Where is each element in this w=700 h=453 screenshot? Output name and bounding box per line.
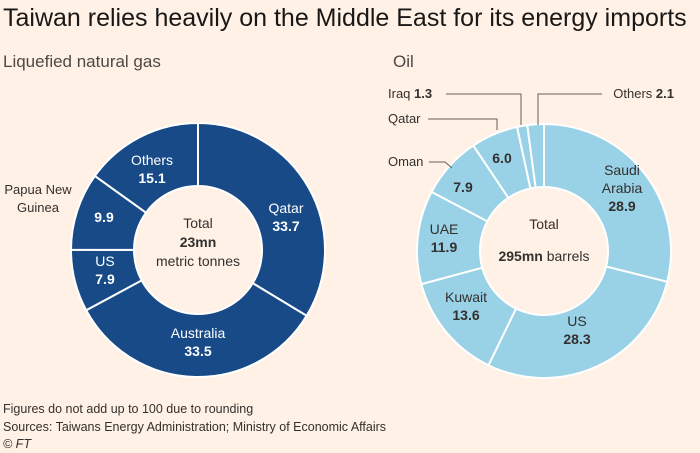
oil-leader-others — [537, 93, 602, 125]
lng-label-qatar: Qatar — [268, 200, 303, 216]
lng-value-us: 7.9 — [95, 271, 115, 287]
oil-label-saudi-arabia: Saudi — [604, 162, 640, 178]
lng-center-total-value: 23mn — [180, 234, 217, 250]
oil-leader-oman — [429, 161, 453, 169]
lng-value-others: 15.1 — [138, 170, 165, 186]
oil-label-uae: UAE — [430, 221, 459, 237]
oil-slice-us — [487, 265, 669, 379]
lng-slice-australia — [84, 279, 309, 378]
lng-value-australia: 33.5 — [184, 343, 211, 359]
lng-value-papua-new-guinea: 9.9 — [94, 209, 114, 225]
lng-value-qatar: 33.7 — [272, 218, 299, 234]
oil-label-oman: Oman — [388, 154, 423, 169]
oil-slice-others — [526, 122, 545, 189]
oil-center-total-value: 295mn barrels — [498, 248, 589, 264]
oil-label-others: Others 2.1 — [613, 86, 674, 101]
oil-label-iraq: Iraq 1.3 — [388, 86, 432, 101]
lng-label-papua-new-guinea: Papua New — [4, 182, 72, 197]
lng-center-total-label: Total — [183, 215, 213, 231]
sources: Sources: Taiwans Energy Administration; … — [3, 420, 387, 434]
oil-value-us: 28.3 — [563, 331, 590, 347]
lng-label-us: US — [95, 253, 114, 269]
oil-leader-iraq — [446, 93, 522, 125]
oil-label-saudi-arabia: Arabia — [602, 180, 643, 196]
lng-center-total-unit: metric tonnes — [156, 253, 240, 269]
lng-slice-others — [93, 121, 199, 215]
oil-leader-qatar — [428, 118, 498, 130]
credit: © FT — [3, 437, 31, 451]
oil-chart-title: Oil — [393, 52, 414, 71]
oil-slice-saudi-arabia — [543, 122, 672, 284]
oil-center-total-label: Total — [529, 216, 559, 232]
oil-value-qatar: 6.0 — [492, 150, 512, 166]
oil-value-oman: 7.9 — [453, 179, 473, 195]
oil-label-us: US — [567, 313, 586, 329]
oil-value-saudi-arabia: 28.9 — [608, 198, 635, 214]
footnote: Figures do not add up to 100 due to roun… — [3, 402, 254, 416]
oil-label-qatar: Qatar — [388, 111, 421, 126]
lng-chart-title: Liquefied natural gas — [3, 52, 161, 71]
lng-slice-qatar — [197, 121, 326, 318]
oil-label-kuwait: Kuwait — [445, 289, 487, 305]
lng-label-australia: Australia — [171, 325, 226, 341]
lng-label-papua-new-guinea: Guinea — [17, 200, 60, 215]
lng-label-others: Others — [131, 152, 173, 168]
oil-value-kuwait: 13.6 — [452, 307, 479, 323]
chart-title: Taiwan relies heavily on the Middle East… — [3, 4, 687, 32]
oil-value-uae: 11.9 — [431, 239, 458, 255]
